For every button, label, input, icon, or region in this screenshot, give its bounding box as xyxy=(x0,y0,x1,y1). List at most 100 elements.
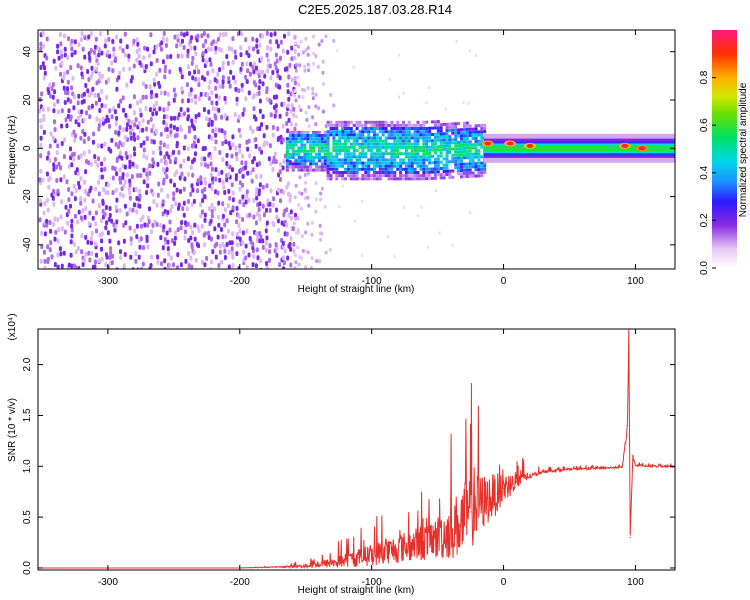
heatmap-cell xyxy=(279,134,283,140)
heatmap-cell xyxy=(191,55,195,61)
heatmap-cell xyxy=(425,142,429,146)
heatmap-cell xyxy=(251,36,255,42)
heatmap-cell xyxy=(84,83,88,88)
heatmap-cell xyxy=(375,174,379,178)
heatmap-cell xyxy=(384,127,388,130)
heatmap-cell xyxy=(396,145,400,149)
heatmap-cell xyxy=(42,129,46,135)
heatmap-cell xyxy=(247,45,251,51)
snr-point xyxy=(443,533,445,536)
heatmap-cell xyxy=(252,46,255,52)
heatmap-cell xyxy=(294,149,298,153)
heatmap-cell xyxy=(43,65,46,71)
heatmap-cell xyxy=(436,145,440,149)
heatmap-cell xyxy=(474,149,478,153)
heatmap-cell xyxy=(367,127,371,130)
heatmap-cell xyxy=(381,139,385,143)
heatmap-cell xyxy=(163,236,167,242)
heatmap-cell xyxy=(203,145,207,151)
heatmap-cell xyxy=(83,214,87,220)
snr-point xyxy=(483,501,485,503)
heatmap-cell xyxy=(43,258,47,264)
heatmap-cell xyxy=(285,159,289,163)
heatmap-cell xyxy=(338,205,340,209)
heatmap-cell xyxy=(265,96,269,102)
heatmap-cell xyxy=(349,142,353,146)
heatmap-cell xyxy=(221,157,225,162)
heatmap-cell xyxy=(269,75,273,81)
heatmap-cell xyxy=(370,123,374,127)
heatmap-cell xyxy=(454,138,458,141)
heatmap-cell xyxy=(477,133,481,137)
heatmap-cell xyxy=(173,92,177,98)
heatmap-cell xyxy=(155,110,158,116)
heatmap-cell xyxy=(141,261,145,267)
heatmap-cell xyxy=(116,156,119,162)
heatmap-cell xyxy=(297,82,301,87)
heatmap-cell xyxy=(367,161,371,165)
heatmap-cell xyxy=(106,182,110,188)
heatmap-cell xyxy=(448,138,452,142)
heatmap-cell xyxy=(95,228,98,234)
heatmap-cell xyxy=(89,48,93,53)
heatmap-cell xyxy=(283,33,286,39)
heatmap-cell xyxy=(162,114,166,120)
heatmap-cell xyxy=(306,221,310,226)
heatmap-cell xyxy=(404,171,408,174)
heatmap-cell xyxy=(480,139,484,143)
heatmap-cell xyxy=(448,150,452,154)
heatmap-cell xyxy=(165,160,169,166)
heatmap-cell xyxy=(239,133,242,139)
heatmap-cell xyxy=(220,114,224,120)
heatmap-cell xyxy=(223,190,227,195)
heatmap-cell xyxy=(299,39,303,44)
heatmap-cell xyxy=(361,174,365,178)
heatmap-cell xyxy=(361,155,365,159)
heatmap-cell xyxy=(231,134,235,140)
heatmap-cell xyxy=(257,73,261,79)
heatmap-cell xyxy=(84,205,88,211)
snr-point xyxy=(496,493,498,495)
heatmap-cell xyxy=(72,183,76,189)
heatmap-cell xyxy=(468,165,472,169)
heatmap-cell xyxy=(451,175,455,179)
heatmap-cell xyxy=(460,137,463,141)
heatmap-cell xyxy=(431,167,434,171)
heatmap-cell xyxy=(69,114,73,120)
heatmap-cell xyxy=(242,107,246,113)
heatmap-cell xyxy=(393,133,397,137)
heatmap-cell xyxy=(182,145,186,151)
heatmap-cell xyxy=(193,222,197,228)
heatmap-cell xyxy=(50,254,54,260)
heatmap-cell xyxy=(118,167,122,173)
heatmap-cell xyxy=(211,249,215,255)
heatmap-cell xyxy=(254,137,258,142)
heatmap-cell xyxy=(451,157,455,160)
heatmap-cell xyxy=(323,140,327,144)
heatmap-cell xyxy=(445,154,449,158)
heatmap-cell xyxy=(289,193,292,199)
heatmap-cell xyxy=(457,131,461,135)
heatmap-cell xyxy=(300,146,304,150)
heatmap-cell xyxy=(294,183,298,188)
heatmap-cell xyxy=(210,136,214,142)
heatmap-cell xyxy=(381,142,385,146)
heatmap-cell xyxy=(364,167,368,171)
heatmap-cell xyxy=(288,130,292,134)
heatmap-cell xyxy=(454,141,458,145)
heatmap-cell xyxy=(90,65,94,71)
heatmap-cell xyxy=(141,214,145,220)
heatmap-cell xyxy=(42,43,45,49)
heatmap-cell xyxy=(317,137,321,141)
heatmap-cell xyxy=(107,77,111,83)
heatmap-cell xyxy=(127,53,131,59)
heatmap-cell xyxy=(373,158,376,162)
heatmap-cell xyxy=(235,242,239,248)
heatmap-cell xyxy=(72,129,76,135)
heatmap-cell xyxy=(277,187,280,193)
heatmap-cell xyxy=(136,135,140,141)
heatmap-cell xyxy=(94,186,98,192)
heatmap-cell xyxy=(108,212,112,218)
heatmap-cell xyxy=(300,162,304,166)
